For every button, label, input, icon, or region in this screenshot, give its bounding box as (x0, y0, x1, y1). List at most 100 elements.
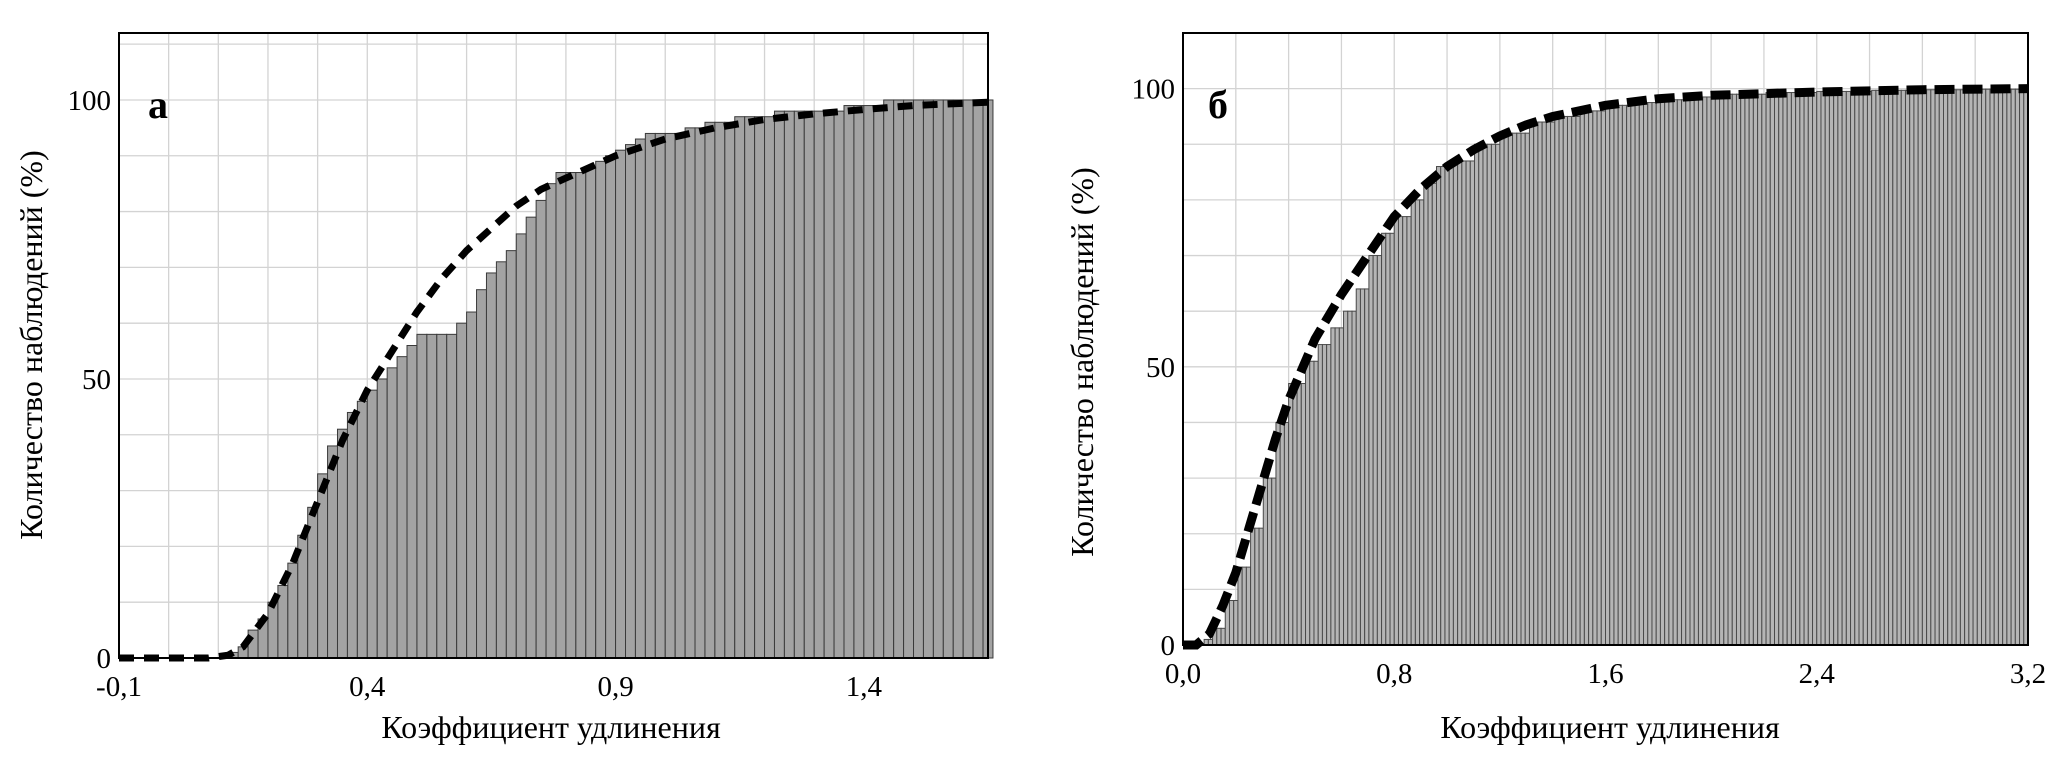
histogram-bar-191 (2010, 88, 2016, 646)
histogram-bar-22 (446, 333, 458, 659)
histogram-bar-52 (744, 116, 756, 659)
histogram-bar-181 (1968, 89, 1974, 646)
histogram-bar-23 (1300, 383, 1307, 646)
histogram-bar-79 (1537, 121, 1543, 646)
fitted-curve (1183, 84, 2029, 650)
histogram-bar-179 (1959, 89, 1966, 646)
histogram-bar-24 (1305, 360, 1311, 646)
histogram-bar-190 (2006, 88, 2012, 646)
plot-frame (1182, 32, 2029, 646)
histogram-bar-4 (267, 601, 279, 659)
histogram-bar-66 (1482, 143, 1488, 646)
histogram-bar-115 (1689, 96, 1695, 646)
histogram-bar-132 (1761, 93, 1767, 646)
histogram-bar-45 (1393, 216, 1399, 646)
histogram-bar-54 (1431, 182, 1438, 646)
histogram-bar-100 (1626, 104, 1632, 646)
x-tick-label: 1,4 (846, 671, 883, 703)
histogram-bar-12 (346, 411, 358, 659)
chart-panel-a: -0,1 0,4 0,9 1,4 0 50 100 а Коэффициент удлин… (13, 32, 994, 745)
histogram-bar-170 (1921, 89, 1928, 646)
histogram-bar-20 (1288, 383, 1294, 646)
histogram-bar-113 (1681, 99, 1687, 646)
histogram-bar-159 (1875, 89, 1881, 646)
histogram-bar-120 (1710, 93, 1716, 646)
histogram-bar-82 (1550, 121, 1556, 646)
histogram-bar-183 (1976, 88, 1983, 646)
histogram-bar-158 (1871, 89, 1877, 646)
histogram-bar-59 (1452, 160, 1459, 646)
y-tick-label: 100 (68, 85, 112, 117)
histogram-bar-141 (1799, 92, 1805, 646)
histogram-bar-124 (1727, 93, 1733, 646)
histogram-bar-51 (1419, 199, 1425, 646)
histogram-bar-154 (1854, 90, 1860, 646)
histogram-bar-128 (1744, 93, 1750, 646)
histogram-bar-6 (1228, 599, 1235, 646)
histogram-bar-69 (913, 99, 924, 659)
histogram-bar-58 (1448, 160, 1454, 646)
histogram-bar-83 (1554, 115, 1560, 646)
histogram-bar-10 (327, 445, 338, 659)
x-axis-label: Коэффициент удлинения (381, 709, 721, 745)
y-tick-label: 0 (97, 643, 112, 675)
histogram-bar-137 (1782, 92, 1788, 646)
histogram-bar-85 (1562, 115, 1568, 646)
y-tick-label: 50 (82, 364, 111, 396)
histogram-bar-46 (684, 127, 696, 659)
histogram-bar-178 (1955, 89, 1961, 646)
histogram-bar-16 (386, 367, 398, 659)
histogram-bar-133 (1765, 92, 1771, 646)
x-axis-label: Коэффициент удлинения (1440, 709, 1780, 745)
histogram-bar-94 (1600, 110, 1607, 646)
histogram-bar-53 (1427, 182, 1433, 646)
histogram-bar-50 (1414, 199, 1421, 646)
histogram-bars (227, 99, 994, 659)
histogram-bar-37 (595, 160, 607, 659)
x-tick-label: -0,1 (96, 671, 142, 703)
histogram-bar-65 (873, 105, 885, 659)
histogram-bar-172 (1930, 89, 1936, 646)
histogram-bar-13 (1258, 527, 1264, 646)
histogram-bar-30 (1330, 327, 1336, 646)
histogram-bar-93 (1596, 110, 1602, 646)
histogram-bar-81 (1545, 121, 1552, 646)
histogram-bar-27 (1317, 344, 1323, 646)
histogram-bar-171 (1926, 89, 1932, 646)
histogram-bar-165 (1900, 89, 1906, 646)
y-axis-label: Количество наблюдений (%) (1064, 167, 1100, 556)
histogram-bar-119 (1706, 96, 1712, 646)
histogram-bar-189 (2002, 88, 2008, 646)
histogram-bar-102 (1634, 102, 1640, 646)
histogram-bar-38 (1364, 288, 1370, 646)
histogram-bar-35 (575, 172, 587, 659)
histogram-bar-32 (545, 183, 557, 659)
histogram-bar-23 (456, 322, 468, 659)
histogram-bar-122 (1719, 93, 1725, 646)
histogram-bar-39 (1368, 255, 1374, 646)
histogram-bar-70 (1499, 132, 1505, 646)
histogram-bar-42 (644, 132, 656, 659)
histogram-bar-3 (1216, 627, 1222, 646)
histogram-bar-9 (317, 473, 329, 659)
histogram-bar-70 (922, 99, 934, 659)
histogram-bar-27 (495, 261, 507, 659)
y-tick-label: 0 (1161, 630, 1176, 662)
histogram-bar-31 (1334, 327, 1340, 646)
histogram-bar-118 (1702, 96, 1708, 646)
histogram-bar-33 (555, 172, 567, 659)
histogram-bar-96 (1609, 104, 1615, 646)
histogram-bar-169 (1917, 89, 1923, 646)
histogram-bar-11 (336, 428, 348, 659)
histogram-bar-116 (1693, 96, 1699, 646)
histogram-bar-28 (1321, 344, 1328, 646)
histogram-bar-121 (1714, 93, 1721, 646)
histogram-bar-89 (1579, 110, 1585, 646)
histogram-bar-17 (1275, 421, 1281, 646)
histogram-bar-25 (476, 289, 487, 659)
histogram-bar-193 (2019, 88, 2025, 646)
histogram-bar-33 (1343, 310, 1349, 646)
histogram-bar-110 (1668, 99, 1674, 646)
histogram-bar-184 (1981, 88, 1987, 646)
